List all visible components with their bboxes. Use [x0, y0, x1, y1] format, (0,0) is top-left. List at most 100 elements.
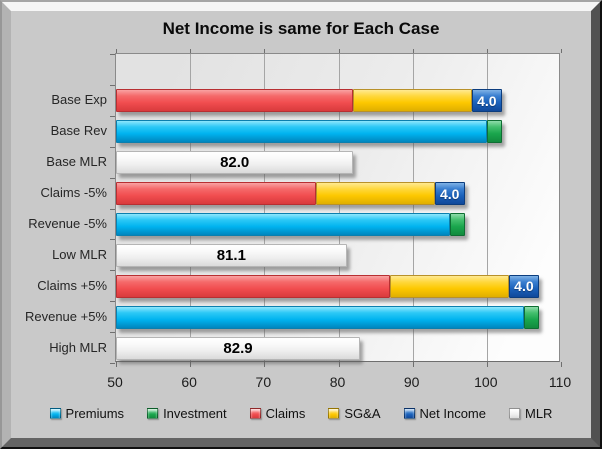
x-axis-label-50: 50	[107, 374, 123, 390]
x-axis-label-70: 70	[255, 374, 272, 390]
legend-item-claims: Claims	[249, 406, 306, 421]
category-axis-tick	[110, 146, 115, 148]
bar-segment-sg-a	[316, 182, 435, 206]
category-axis-tick	[110, 177, 115, 179]
axis-tick-bottom-100	[486, 362, 488, 367]
bar-segment-claims	[116, 274, 391, 298]
category-label-revenue-5: Revenue -5%	[28, 215, 107, 231]
axis-tick-top-60	[190, 49, 192, 53]
axis-tick-bottom-50	[116, 362, 117, 367]
category-label-base-mlr: Base MLR	[46, 154, 107, 170]
chart-title: Net Income is same for Each Case	[162, 19, 440, 38]
bar-row-low-mlr: 81.1	[116, 243, 347, 267]
bar-segment-sg-a	[390, 274, 510, 298]
bar-segment-sg-a	[353, 89, 472, 113]
bar-value-label: 82.0	[220, 154, 250, 172]
bar-segment-premiums	[116, 212, 450, 236]
axis-tick-top-110	[561, 49, 562, 53]
bar-segment-net-income: 4.0	[434, 182, 465, 206]
legend-label: MLR	[525, 406, 553, 421]
bar-segment-claims	[116, 182, 317, 206]
category-axis-tick	[110, 270, 115, 272]
legend-label: Premiums	[65, 406, 125, 421]
category-label-base-exp: Base Exp	[51, 92, 107, 108]
category-axis-tick	[110, 208, 115, 210]
axis-tick-top-90	[412, 49, 414, 53]
bar-row-base-rev	[116, 120, 502, 144]
legend-item-net-income: Net Income	[403, 406, 486, 421]
gridline-100	[486, 54, 488, 361]
legend-swatch-claims-icon	[249, 408, 261, 419]
bar-row-claims-5: 4.0	[116, 274, 539, 298]
axis-tick-bottom-110	[561, 362, 562, 367]
bar-segment-premiums	[116, 305, 524, 329]
category-label-claims-5: Claims +5%	[37, 277, 107, 293]
legend-label: Net Income	[419, 406, 486, 421]
bar-row-high-mlr: 82.9	[116, 336, 360, 360]
axis-tick-top-70	[264, 49, 266, 53]
x-axis-label-90: 90	[403, 374, 420, 390]
bar-value-label: 4.0	[440, 185, 460, 202]
legend-label: Investment	[163, 406, 227, 421]
x-axis-label-60: 60	[181, 374, 197, 390]
bar-row-base-exp: 4.0	[116, 89, 502, 113]
bar-segment-mlr: 82.0	[116, 151, 354, 175]
legend: Premiums Investment Claims SG&A Net Income ML…	[10, 406, 592, 421]
x-axis-label-110: 110	[548, 374, 572, 390]
bar-value-label: 82.9	[223, 339, 253, 357]
x-axis-label-80: 80	[329, 374, 346, 390]
category-axis-tick	[110, 363, 115, 364]
bar-segment-investment	[523, 305, 539, 329]
category-label-high-mlr: High MLR	[49, 339, 107, 355]
category-label-revenue-5: Revenue +5%	[24, 308, 107, 324]
axis-tick-top-50	[116, 49, 117, 53]
bar-row-revenue-5	[116, 212, 465, 236]
category-axis-tick	[110, 332, 115, 334]
bar-segment-investment	[449, 212, 465, 236]
category-label-claims-5: Claims -5%	[40, 185, 107, 201]
axis-tick-bottom-90	[412, 362, 414, 367]
legend-item-investment: Investment	[147, 406, 227, 421]
bar-segment-mlr: 82.9	[116, 336, 360, 360]
bar-segment-premiums	[116, 120, 487, 144]
legend-swatch-premiums-icon	[49, 408, 61, 419]
legend-item-premiums: Premiums	[49, 406, 125, 421]
gridline-80	[338, 54, 340, 361]
category-axis-tick	[110, 84, 115, 86]
category-label-low-mlr: Low MLR	[52, 246, 107, 262]
axis-tick-bottom-70	[264, 362, 266, 367]
category-axis-tick	[110, 301, 115, 303]
gridline-90	[412, 54, 414, 361]
legend-label: Claims	[265, 406, 306, 421]
bar-value-label: 81.1	[216, 246, 246, 264]
legend-swatch-mlr-icon	[509, 408, 520, 419]
category-label-base-rev: Base Rev	[50, 123, 107, 139]
bar-row-base-mlr: 82.0	[116, 151, 354, 175]
category-axis-tick	[110, 239, 115, 241]
plot-area: 4.0 82.0 4.0 81.1 4.0 82.9	[110, 49, 562, 367]
bar-value-label: 4.0	[514, 278, 534, 295]
x-axis-label-100: 100	[474, 374, 498, 390]
axis-tick-bottom-60	[190, 362, 192, 367]
bar-row-claims-5: 4.0	[116, 182, 465, 206]
axis-tick-top-100	[486, 49, 488, 53]
bar-segment-investment	[486, 120, 502, 144]
bar-row-revenue-5	[116, 305, 539, 329]
axis-tick-top-80	[338, 49, 340, 53]
legend-label: SG&A	[344, 406, 381, 421]
category-axis-tick	[110, 115, 115, 117]
gridline-70	[264, 54, 266, 361]
legend-swatch-sg-a-icon	[328, 408, 340, 419]
category-axis-tick	[110, 54, 115, 55]
bar-segment-mlr: 81.1	[116, 243, 347, 267]
bar-value-label: 4.0	[477, 92, 497, 109]
legend-swatch-net-income-icon	[403, 408, 415, 419]
axis-tick-bottom-80	[338, 362, 340, 367]
bar-segment-net-income: 4.0	[509, 274, 539, 298]
bar-segment-net-income: 4.0	[472, 89, 502, 113]
legend-item-sg-a: SG&A	[328, 406, 381, 421]
gridline-60	[190, 54, 192, 361]
bar-segment-claims	[116, 89, 354, 113]
legend-item-mlr: MLR	[509, 406, 552, 421]
